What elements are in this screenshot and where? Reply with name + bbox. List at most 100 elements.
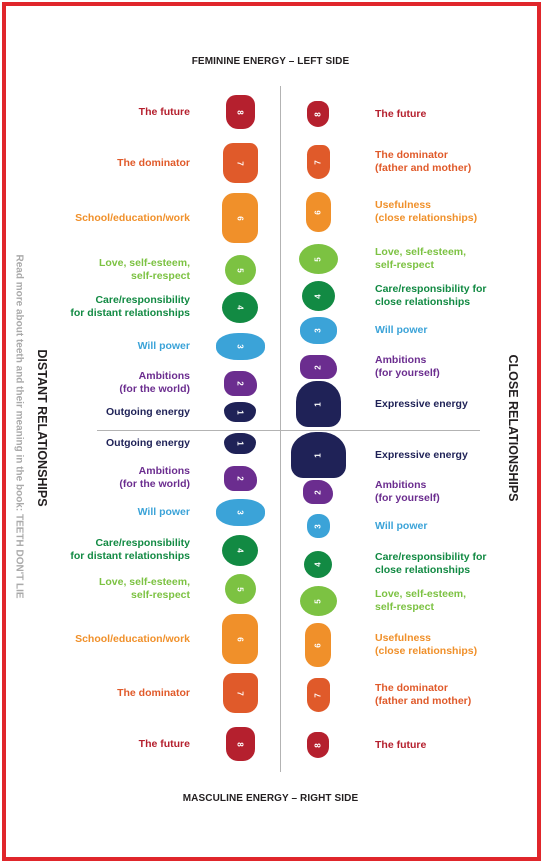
tooth-number: 3 <box>313 327 323 333</box>
tooth-number: 8 <box>235 741 245 747</box>
tooth-label: Will power <box>375 324 428 336</box>
tooth-1: 1 <box>290 432 346 478</box>
tooth-number: 1 <box>313 401 323 407</box>
tooth-label: The future <box>375 739 427 751</box>
tooth-4: 4 <box>222 534 258 566</box>
horizontal-axis <box>97 430 480 431</box>
tooth-label: Usefulness (close relationships) <box>375 199 478 224</box>
tooth-number: 8 <box>313 742 323 748</box>
tooth-label: Expressive energy <box>375 398 468 410</box>
tooth-6: 6 <box>222 614 258 664</box>
tooth-number: 6 <box>313 209 323 215</box>
tooth-label: The dominator (father and mother) <box>375 149 472 174</box>
tooth-label: Care/responsibility for distant relation… <box>70 294 190 319</box>
tooth-number: 6 <box>235 636 245 642</box>
tooth-label: The dominator (father and mother) <box>375 682 472 707</box>
tooth-3: 3 <box>306 514 330 538</box>
tooth-2: 2 <box>299 355 337 379</box>
tooth-number: 7 <box>313 159 323 165</box>
tooth-number: 4 <box>235 304 245 310</box>
tooth-number: 1 <box>235 440 245 446</box>
tooth-label: Care/responsibility for close relationsh… <box>375 283 487 308</box>
tooth-label: Care/responsibility for close relationsh… <box>375 551 487 576</box>
tooth-label: The future <box>375 108 427 120</box>
tooth-label: Outgoing energy <box>106 437 190 449</box>
tooth-label: Love, self-esteem, self-respect <box>375 588 467 613</box>
tooth-label: Will power <box>137 506 190 518</box>
tooth-6: 6 <box>305 192 331 232</box>
tooth-label: The dominator <box>117 157 190 169</box>
tooth-number: 7 <box>235 690 245 696</box>
tooth-1: 1 <box>295 381 341 427</box>
tooth-number: 2 <box>313 364 323 370</box>
tooth-5: 5 <box>224 574 256 604</box>
tooth-number: 2 <box>235 380 245 386</box>
tooth-number: 4 <box>313 561 323 567</box>
tooth-label: Will power <box>137 340 190 352</box>
tooth-4: 4 <box>222 291 258 323</box>
tooth-label: The future <box>138 738 190 750</box>
tooth-number: 3 <box>235 343 245 349</box>
tooth-number: 7 <box>235 160 245 166</box>
tooth-number: 4 <box>235 547 245 553</box>
tooth-number: 3 <box>235 509 245 515</box>
tooth-number: 5 <box>235 586 245 592</box>
tooth-label: Ambitions (for yourself) <box>375 479 440 504</box>
tooth-5: 5 <box>224 255 256 285</box>
tooth-2: 2 <box>303 480 333 504</box>
tooth-7: 7 <box>306 145 330 179</box>
tooth-number: 7 <box>313 692 323 698</box>
tooth-number: 6 <box>313 642 323 648</box>
tooth-6: 6 <box>222 193 258 243</box>
tooth-number: 3 <box>313 523 323 529</box>
tooth-8: 8 <box>225 95 255 129</box>
tooth-5: 5 <box>298 244 338 274</box>
tooth-label: Ambitions (for the world) <box>119 465 190 490</box>
tooth-label: Expressive energy <box>375 449 468 461</box>
tooth-label: Love, self-esteem, self-respect <box>98 257 190 282</box>
tooth-1: 1 <box>224 402 256 422</box>
tooth-label: Love, self-esteem, self-respect <box>98 576 190 601</box>
vertical-axis <box>280 86 281 772</box>
tooth-5: 5 <box>299 586 337 616</box>
tooth-8: 8 <box>307 101 329 127</box>
tooth-label: The dominator <box>117 687 190 699</box>
left-side-title: DISTANT RELATIONSHIPS <box>35 349 49 507</box>
tooth-label: Care/responsibility for distant relation… <box>70 537 190 562</box>
tooth-8: 8 <box>307 732 329 758</box>
tooth-label: Outgoing energy <box>106 406 190 418</box>
tooth-label: The future <box>138 106 190 118</box>
tooth-label: Love, self-esteem, self-respect <box>375 246 467 271</box>
tooth-label: Ambitions (for the world) <box>119 370 190 395</box>
tooth-number: 1 <box>235 409 245 415</box>
tooth-3: 3 <box>215 498 265 526</box>
tooth-7: 7 <box>222 143 258 183</box>
tooth-4: 4 <box>301 281 335 311</box>
tooth-3: 3 <box>299 316 337 344</box>
tooth-number: 1 <box>313 452 323 458</box>
tooth-8: 8 <box>225 727 255 761</box>
tooth-7: 7 <box>306 678 330 712</box>
bottom-heading: MASCULINE ENERGY – RIGHT SIDE <box>182 793 359 804</box>
tooth-7: 7 <box>222 673 258 713</box>
tooth-2: 2 <box>223 465 257 491</box>
tooth-number: 5 <box>235 267 245 273</box>
tooth-label: Usefulness (close relationships) <box>375 632 478 657</box>
tooth-1: 1 <box>224 432 256 454</box>
top-heading: FEMININE ENERGY – LEFT SIDE <box>191 56 350 67</box>
tooth-number: 8 <box>313 111 323 117</box>
tooth-label: Will power <box>375 520 428 532</box>
tooth-number: 5 <box>313 256 323 262</box>
tooth-number: 5 <box>313 598 323 604</box>
tooth-4: 4 <box>304 550 332 578</box>
tooth-number: 4 <box>313 293 323 299</box>
tooth-2: 2 <box>223 370 257 396</box>
tooth-label: School/education/work <box>75 633 190 645</box>
tooth-number: 6 <box>235 215 245 221</box>
tooth-label: School/education/work <box>75 212 190 224</box>
tooth-number: 8 <box>235 109 245 115</box>
tooth-6: 6 <box>305 623 331 667</box>
tooth-3: 3 <box>215 332 265 360</box>
tooth-number: 2 <box>235 475 245 481</box>
